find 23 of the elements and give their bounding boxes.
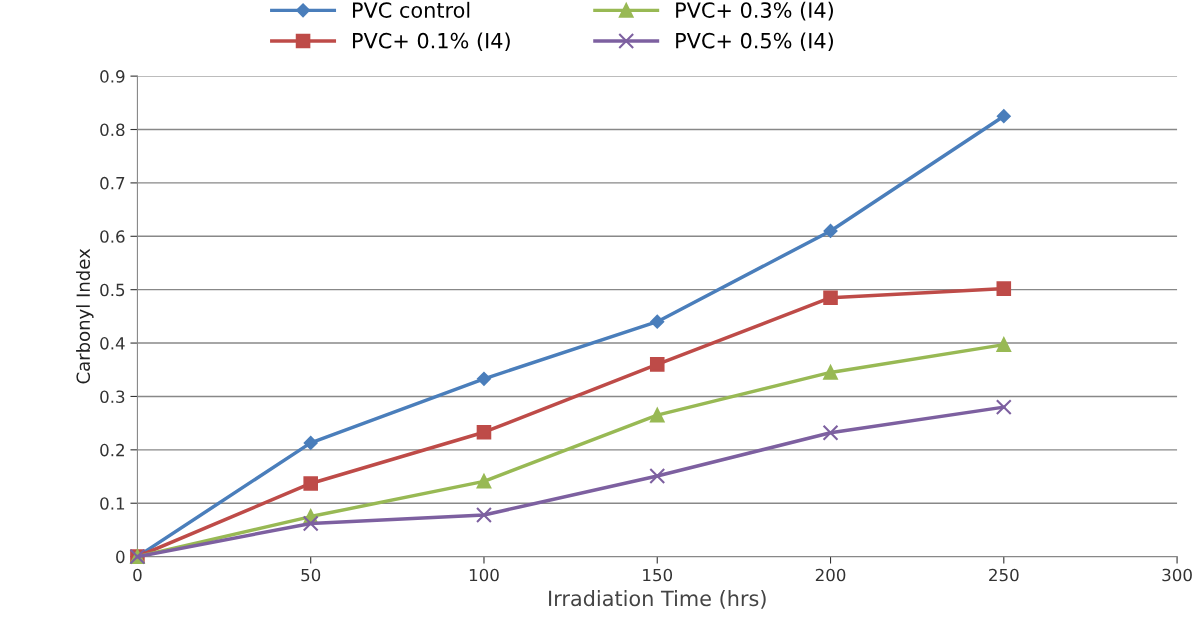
y-tick-label: 0.8 (100, 123, 125, 137)
y-tick-label: 0.3 (100, 390, 125, 404)
x-tick-label: 0 (133, 568, 142, 582)
x-tick-label: 250 (989, 568, 1019, 582)
x-tick-label: 200 (815, 568, 846, 582)
y-tick-label: 0 (116, 550, 125, 564)
y-tick-label: 0.6 (100, 230, 125, 243)
y-tick-label: 0.5 (100, 283, 125, 297)
legend-label: PVC+ 0.3% (I4) (676, 1, 833, 21)
y-tick-label: 0.4 (100, 337, 125, 350)
x-axis-title: Irradiation Time (hrs) (549, 590, 766, 609)
x-tick-label: 100 (469, 568, 499, 582)
legend-label: PVC+ 0.5% (I4) (676, 32, 833, 51)
x-tick-label: 50 (301, 568, 321, 582)
x-tick-label: 150 (643, 568, 673, 582)
y-tick-label: 0.2 (100, 443, 124, 457)
legend-label: PVC control (353, 1, 470, 18)
y-tick-label: 0.7 (100, 176, 125, 190)
x-tick-label: 300 (1162, 568, 1192, 582)
legend-label: PVC+ 0.1% (I4) (353, 32, 510, 51)
y-tick-label: 0.1 (100, 497, 125, 510)
y-tick-label: 0.9 (100, 70, 125, 83)
y-axis-title: Carbonyl Index (76, 248, 94, 384)
